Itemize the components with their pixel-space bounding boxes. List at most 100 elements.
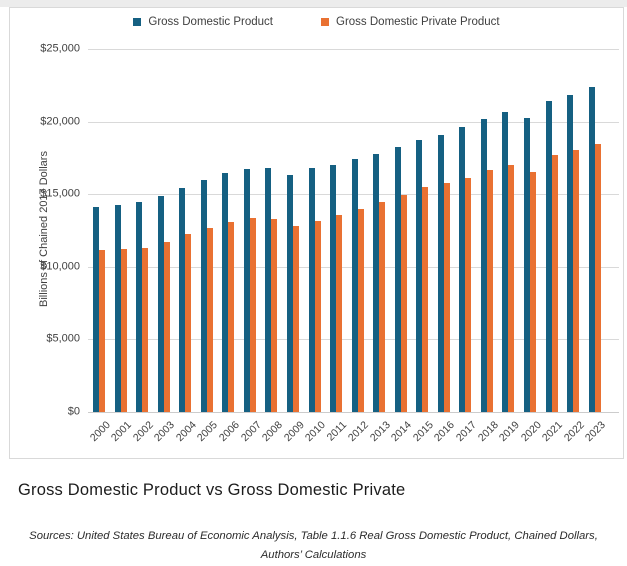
y-axis-title: Billions of Chained 2017 Dollars bbox=[38, 151, 50, 307]
bar-gdp-2003 bbox=[157, 195, 164, 412]
bar-gdp-2021 bbox=[545, 101, 552, 412]
bar-group-2010 bbox=[308, 168, 321, 412]
bar-group-2004 bbox=[179, 187, 192, 412]
bar-group-2021 bbox=[545, 101, 558, 412]
bar-gdp-2007 bbox=[243, 168, 250, 412]
bar-group-2020 bbox=[524, 118, 536, 412]
legend-item-gdp: Gross Domestic Product bbox=[133, 16, 273, 28]
bar-gdpp-2000 bbox=[99, 249, 105, 412]
bar-gdpp-2022 bbox=[573, 149, 580, 412]
x-tick-label-2000: 2000 bbox=[87, 419, 113, 445]
bar-gdp-2010 bbox=[308, 168, 315, 412]
bar-gdpp-2020 bbox=[530, 172, 536, 412]
x-tick-label-2007: 2007 bbox=[238, 419, 264, 445]
gdp-swatch-icon bbox=[133, 18, 142, 26]
y-tick-label-10000: $10,000 bbox=[40, 260, 80, 273]
bar-group-2005 bbox=[200, 179, 213, 412]
bar-group-2022 bbox=[567, 95, 580, 412]
x-tick-label-2008: 2008 bbox=[259, 419, 285, 445]
legend-label-gdpp: Gross Domestic Private Product bbox=[336, 16, 500, 28]
bar-gdp-2002 bbox=[136, 201, 143, 412]
x-tick-label-2016: 2016 bbox=[432, 419, 458, 445]
x-tick-label-2009: 2009 bbox=[281, 419, 307, 445]
bar-gdpp-2012 bbox=[357, 209, 364, 412]
bar-gdpp-2002 bbox=[142, 247, 149, 412]
x-tick-label-2015: 2015 bbox=[410, 419, 436, 445]
bar-group-2016 bbox=[437, 134, 450, 412]
bar-group-2018 bbox=[480, 119, 493, 412]
source-note: Sources: United States Bureau of Economi… bbox=[0, 527, 627, 564]
bar-gdpp-2001 bbox=[120, 249, 127, 412]
x-tick-label-2019: 2019 bbox=[496, 419, 522, 445]
x-tick-label-2001: 2001 bbox=[109, 419, 135, 445]
bar-group-2012 bbox=[351, 159, 364, 412]
bar-gdpp-2015 bbox=[422, 187, 429, 412]
bar-gdpp-2007 bbox=[249, 217, 256, 412]
x-tick-label-2006: 2006 bbox=[216, 419, 242, 445]
x-tick-label-2005: 2005 bbox=[195, 419, 221, 445]
x-tick-label-2023: 2023 bbox=[583, 419, 609, 445]
x-tick-label-2017: 2017 bbox=[453, 419, 479, 445]
y-tick-label-5000: $5,000 bbox=[46, 332, 80, 345]
chart-title: Gross Domestic Product vs Gross Domestic… bbox=[18, 481, 406, 499]
bar-gdp-2011 bbox=[330, 165, 337, 412]
x-tick-label-2013: 2013 bbox=[367, 419, 393, 445]
y-tick-label-0: $0 bbox=[67, 405, 80, 418]
bar-gdp-2006 bbox=[222, 173, 229, 412]
bar-group-2017 bbox=[459, 127, 472, 412]
bar-gdpp-2018 bbox=[486, 169, 493, 412]
legend-item-gdpp: Gross Domestic Private Product bbox=[321, 16, 500, 28]
y-tick-label-15000: $15,000 bbox=[40, 187, 80, 200]
bar-gdpp-2023 bbox=[594, 143, 601, 412]
bar-gdp-2001 bbox=[114, 205, 121, 412]
bar-group-2007 bbox=[243, 168, 256, 412]
bar-gdpp-2010 bbox=[314, 220, 321, 412]
bar-gdp-2013 bbox=[373, 154, 380, 412]
x-tick-label-2014: 2014 bbox=[389, 419, 415, 445]
bar-gdp-2022 bbox=[567, 95, 574, 412]
bar-gdp-2018 bbox=[480, 119, 487, 412]
bar-group-2006 bbox=[222, 173, 235, 412]
bar-group-2019 bbox=[502, 111, 515, 412]
bar-group-2013 bbox=[373, 154, 386, 412]
x-tick-label-2004: 2004 bbox=[173, 419, 199, 445]
bar-group-2003 bbox=[157, 195, 170, 412]
bar-gdp-2014 bbox=[394, 147, 401, 412]
x-tick-label-2012: 2012 bbox=[346, 419, 372, 445]
legend-label-gdp: Gross Domestic Product bbox=[148, 16, 273, 28]
bar-gdpp-2003 bbox=[163, 242, 170, 412]
x-tick-label-2022: 2022 bbox=[561, 419, 587, 445]
plot-area: $25,000 $20,000 $15,000 $10,000 $5,000 $0 2000… bbox=[40, 42, 619, 444]
bar-gdpp-2014 bbox=[400, 194, 407, 412]
bar-group-2002 bbox=[136, 201, 149, 412]
bar-gdp-2019 bbox=[502, 111, 509, 412]
bar-gdp-2015 bbox=[416, 139, 423, 412]
bar-gdp-2005 bbox=[200, 179, 207, 412]
bar-group-2015 bbox=[416, 139, 429, 412]
bar-gdpp-2008 bbox=[271, 218, 278, 412]
gridline-0 bbox=[88, 412, 619, 413]
bar-gdpp-2017 bbox=[465, 178, 472, 412]
gdpp-swatch-icon bbox=[321, 18, 329, 26]
bar-group-2000 bbox=[93, 207, 105, 412]
bar-gdp-2020 bbox=[524, 118, 530, 412]
source-line-1: Sources: United States Bureau of Economi… bbox=[29, 530, 598, 542]
y-tick-label-25000: $25,000 bbox=[40, 42, 80, 55]
x-tick-label-2002: 2002 bbox=[130, 419, 156, 445]
bar-gdpp-2019 bbox=[508, 164, 515, 412]
bar-group-2014 bbox=[394, 147, 407, 412]
bar-gdp-2004 bbox=[179, 187, 186, 412]
bar-gdpp-2011 bbox=[336, 215, 343, 412]
bar-gdpp-2016 bbox=[443, 183, 450, 412]
bar-group-2009 bbox=[286, 175, 299, 412]
x-tick-label-2011: 2011 bbox=[325, 419, 350, 444]
bar-gdp-2000 bbox=[93, 207, 99, 412]
bar-gdpp-2004 bbox=[185, 233, 192, 412]
bar-gdpp-2013 bbox=[379, 201, 386, 412]
bar-gdp-2017 bbox=[459, 127, 466, 412]
x-tick-label-2018: 2018 bbox=[475, 419, 501, 445]
source-line-2: Authors’ Calculations bbox=[260, 548, 367, 561]
chart-legend: Gross Domestic Product Gross Domestic Pr… bbox=[10, 16, 623, 28]
bar-group-2008 bbox=[265, 168, 278, 412]
bar-gdpp-2005 bbox=[206, 227, 213, 412]
